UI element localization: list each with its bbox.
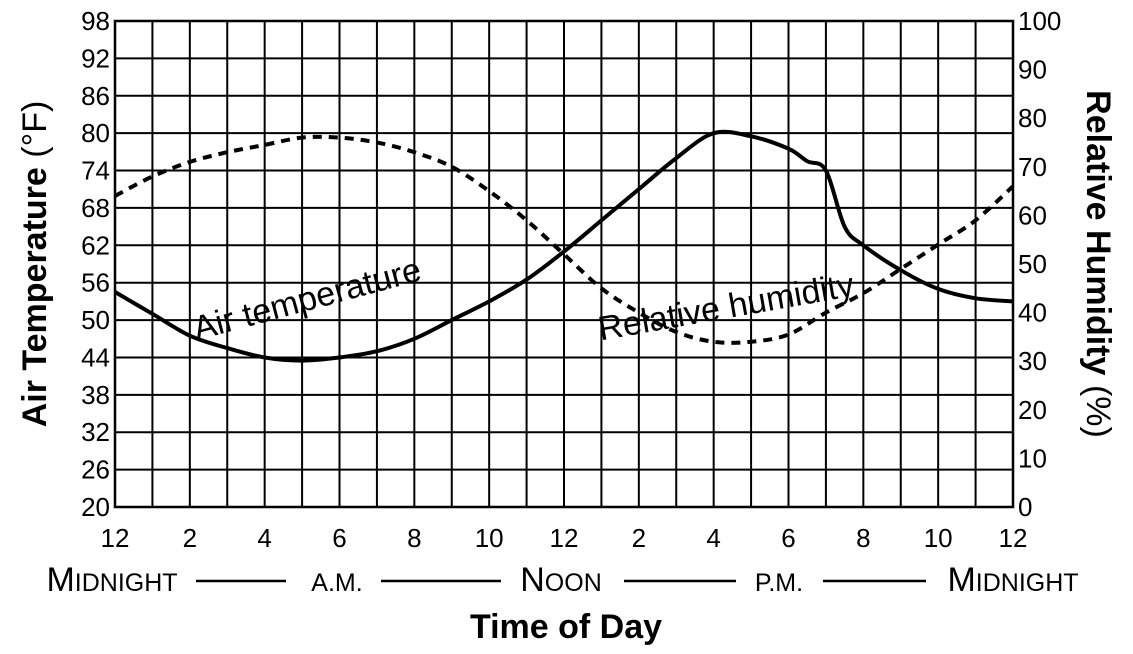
left-tick-label: 92: [81, 43, 110, 73]
x-tick-label: 10: [475, 523, 504, 553]
right-tick-label: 40: [1018, 298, 1047, 328]
x-tick-label: 4: [706, 523, 720, 553]
right-tick-label: 90: [1018, 55, 1047, 85]
left-axis-unit: (°F): [16, 101, 54, 158]
left-tick-label: 32: [81, 417, 110, 447]
left-tick-label: 62: [81, 230, 110, 260]
grid: [115, 21, 1013, 507]
left-tick-label: 74: [81, 156, 110, 186]
right-tick-label: 0: [1018, 492, 1032, 522]
right-axis-tick-labels: 0 10 20 30 40 50 60 70 80 90 100: [1018, 6, 1061, 522]
left-tick-label: 68: [81, 193, 110, 223]
right-tick-label: 70: [1018, 152, 1047, 182]
right-tick-label: 60: [1018, 200, 1047, 230]
x-tick-label: 12: [101, 523, 130, 553]
right-tick-label: 10: [1018, 443, 1047, 473]
x-tick-label: 8: [407, 523, 421, 553]
left-axis-title: Air Temperature (°F): [16, 101, 54, 428]
x-tick-label: 4: [257, 523, 271, 553]
right-tick-label: 50: [1018, 249, 1047, 279]
right-axis-unit: (%): [1079, 385, 1117, 438]
left-tick-label: 86: [81, 81, 110, 111]
series-label-air-temperature: Air temperature: [189, 251, 425, 348]
x-tick-label: 12: [550, 523, 579, 553]
period-label-midnight-start: MIDNIGHT: [46, 561, 177, 599]
x-tick-label: 8: [856, 523, 870, 553]
right-tick-label: 20: [1018, 395, 1047, 425]
left-tick-label: 56: [81, 268, 110, 298]
x-tick-label: 12: [999, 523, 1028, 553]
period-label-midnight-end: MIDNIGHT: [947, 561, 1078, 599]
x-tick-label: 2: [632, 523, 646, 553]
left-tick-label: 20: [81, 492, 110, 522]
left-tick-label: 44: [81, 342, 110, 372]
left-tick-label: 50: [81, 305, 110, 335]
left-tick-label: 26: [81, 455, 110, 485]
series-lines: [113, 129, 1015, 363]
plot-frame: [113, 19, 1015, 509]
left-tick-label: 98: [81, 6, 110, 36]
air-temperature-line: [113, 129, 1014, 363]
left-axis-tick-labels: 20 26 32 38 44 50 56 62 68 74 80 86 92 98: [81, 6, 110, 522]
x-tick-label: 10: [924, 523, 953, 553]
x-axis-tick-labels: 12 2 4 6 8 10 12 2 4 6 8 10 12: [101, 523, 1028, 553]
right-axis-title: Relative Humidity (%): [1079, 90, 1117, 438]
right-tick-label: 100: [1018, 6, 1061, 36]
left-tick-label: 38: [81, 380, 110, 410]
series-label-relative-humidity: Relative humidity: [595, 266, 857, 348]
x-tick-label: 6: [781, 523, 795, 553]
period-label-am: A.M.: [311, 569, 362, 597]
right-tick-label: 80: [1018, 103, 1047, 133]
period-label-pm: P.M.: [755, 569, 803, 597]
x-axis-title: Time of Day: [470, 608, 662, 646]
left-axis-label: Air Temperature: [16, 167, 54, 427]
x-tick-label: 2: [183, 523, 197, 553]
right-tick-label: 30: [1018, 346, 1047, 376]
x-tick-label: 6: [332, 523, 346, 553]
left-tick-label: 80: [81, 118, 110, 148]
time-period-row: MIDNIGHT A.M. NOON P.M. MIDNIGHT: [46, 561, 1078, 599]
right-axis-label: Relative Humidity: [1079, 90, 1117, 375]
period-label-noon: NOON: [520, 561, 602, 599]
